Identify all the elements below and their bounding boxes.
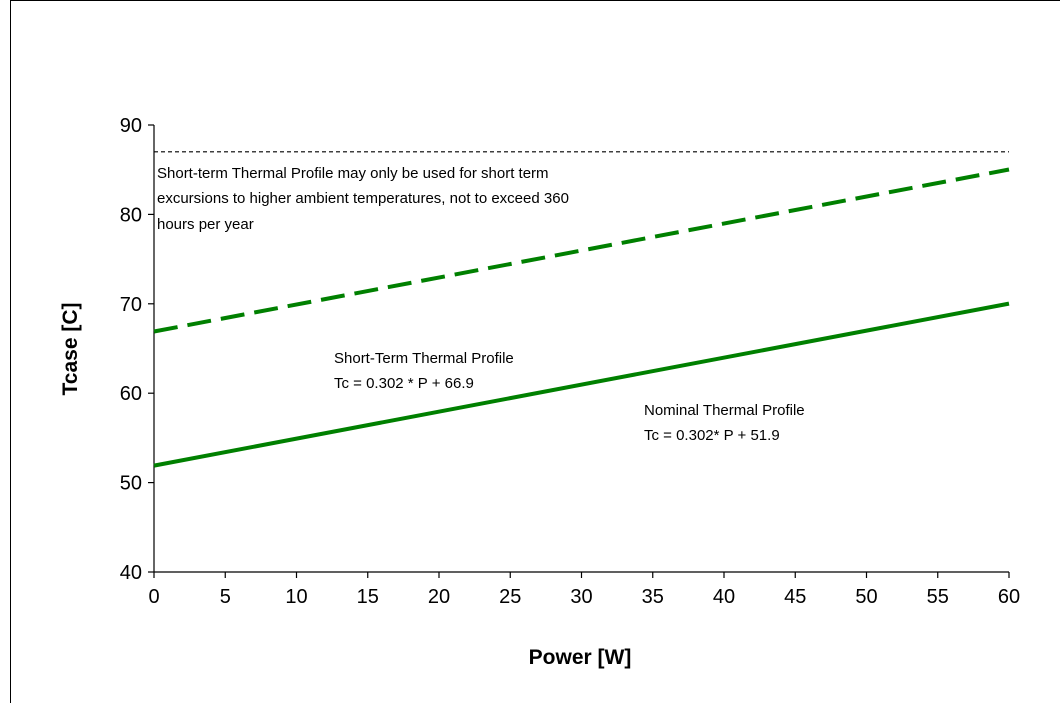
x-tick-label: 5 (220, 586, 231, 608)
series-group (153, 167, 1010, 468)
y-tick-label: 50 (120, 473, 142, 495)
x-tick-label: 25 (499, 586, 521, 608)
x-tick-label: 60 (998, 586, 1020, 608)
y-tick-label: 70 (120, 294, 142, 316)
nominal-equation: Tc = 0.302* P + 51.9 (644, 427, 780, 444)
x-tick-label: 50 (855, 586, 877, 608)
x-tick-label: 20 (428, 586, 450, 608)
y-tick-label: 40 (120, 562, 142, 584)
x-tick-label: 40 (713, 586, 735, 608)
note-line-3: hours per year (157, 216, 254, 233)
note-line-1: Short-term Thermal Profile may only be u… (157, 165, 549, 182)
note-line-2: excursions to higher ambient temperature… (157, 190, 569, 207)
series-line-nominal (153, 301, 1010, 468)
x-tick-label: 55 (927, 586, 949, 608)
line-chart: 40 50 60 70 80 90 0 5 10 15 20 25 30 35 40 45 50 55 60 Pow… (59, 115, 1020, 669)
x-tick-label: 0 (148, 586, 159, 608)
x-tick-label: 15 (357, 586, 379, 608)
short-term-label: Short-Term Thermal Profile (334, 350, 514, 367)
series-line-short-term (153, 167, 1010, 334)
x-tick-label: 45 (784, 586, 806, 608)
y-axis-title: Tcase [C] (59, 303, 82, 396)
x-tick-label: 10 (285, 586, 307, 608)
tick-labels: 40 50 60 70 80 90 0 5 10 15 20 25 30 35 40 45 50 55 60 (120, 115, 1020, 608)
axes (148, 124, 1010, 578)
x-tick-label: 30 (570, 586, 592, 608)
x-tick-label: 35 (642, 586, 664, 608)
short-term-equation: Tc = 0.302 * P + 66.9 (334, 375, 474, 392)
nominal-label: Nominal Thermal Profile (644, 402, 805, 419)
y-tick-label: 60 (120, 383, 142, 405)
x-axis-title: Power [W] (529, 646, 632, 669)
y-tick-label: 80 (120, 204, 142, 226)
chart-frame: 40 50 60 70 80 90 0 5 10 15 20 25 30 35 40 45 50 55 60 Pow… (10, 0, 1060, 703)
y-tick-label: 90 (120, 115, 142, 137)
